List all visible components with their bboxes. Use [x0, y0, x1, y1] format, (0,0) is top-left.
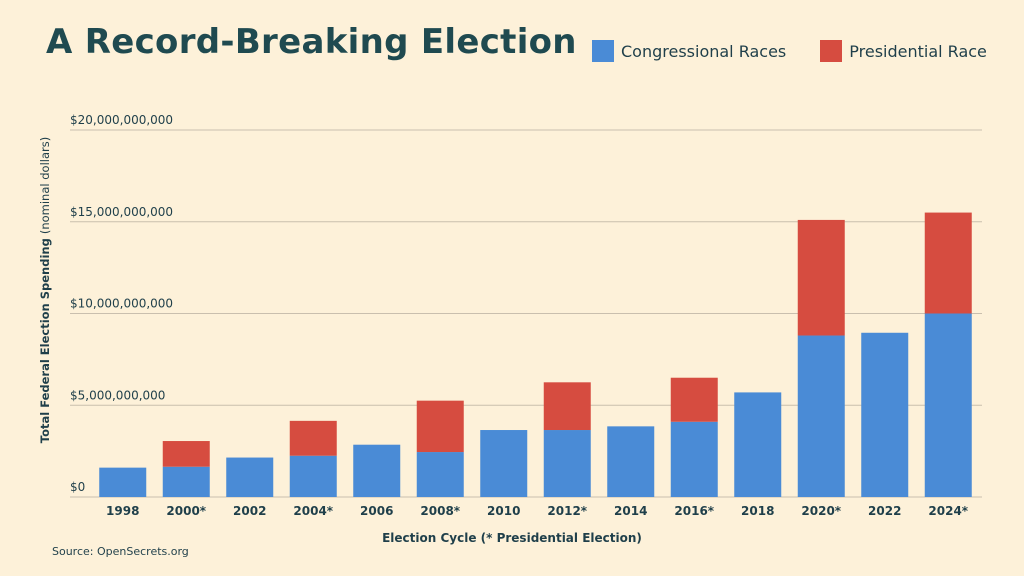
y-tick-label: $15,000,000,000 [70, 205, 173, 219]
bar-congressional [226, 457, 274, 497]
bar-presidential [543, 382, 591, 431]
bar-congressional [734, 392, 782, 497]
x-tick-label: 2000* [166, 504, 206, 518]
bar-congressional [416, 452, 464, 497]
bar-presidential [289, 420, 337, 456]
bar-presidential [162, 441, 210, 467]
bar-congressional [353, 444, 401, 497]
x-tick-label: 2018 [741, 504, 774, 518]
bar-presidential [924, 212, 972, 314]
y-tick-label: $20,000,000,000 [70, 113, 173, 127]
x-tick-label: 2022 [868, 504, 901, 518]
x-tick-label: 2024* [928, 504, 968, 518]
x-tick-label: 2008* [420, 504, 460, 518]
y-tick-label: $0 [70, 480, 85, 494]
x-tick-label: 2006 [360, 504, 393, 518]
y-tick-label: $10,000,000,000 [70, 297, 173, 311]
y-axis-label-unit: (nominal dollars) [38, 137, 52, 234]
x-tick-label: 2020* [801, 504, 841, 518]
x-tick-label: 2002 [233, 504, 266, 518]
bar-congressional [162, 466, 210, 497]
legend-swatch-presidential [820, 40, 843, 62]
chart-title: A Record-Breaking Election [46, 22, 577, 62]
legend-swatch-congressional [592, 40, 614, 62]
legend-label-congressional: Congressional Races [621, 41, 787, 61]
x-tick-label: 1998 [106, 504, 139, 518]
bar-congressional [797, 335, 845, 497]
bar-congressional [607, 426, 655, 497]
bar-congressional [480, 430, 528, 497]
x-axis-label: Election Cycle (* Presidential Election) [382, 531, 642, 545]
source-note: Source: OpenSecrets.org [52, 545, 189, 558]
x-tick-label: 2012* [547, 504, 587, 518]
bar-presidential [670, 377, 718, 422]
x-tick-label: 2010 [487, 504, 520, 518]
legend: Congressional Races Presidential Race [592, 40, 1021, 62]
y-axis-label-main: Total Federal Election Spending [38, 234, 52, 443]
bar-congressional [861, 332, 909, 497]
bar-congressional [924, 313, 972, 497]
bar-congressional [99, 467, 147, 497]
y-axis-label: Total Federal Election Spending (nominal… [38, 137, 52, 443]
x-tick-label: 2016* [674, 504, 714, 518]
legend-label-presidential: Presidential Race [849, 41, 987, 61]
bar-presidential [797, 219, 845, 336]
y-tick-label: $5,000,000,000 [70, 388, 165, 402]
bar-presidential [416, 400, 464, 453]
bar-congressional [670, 421, 718, 497]
legend-item-presidential: Presidential Race [820, 40, 987, 62]
legend-item-congressional: Congressional Races [592, 40, 786, 62]
x-tick-label: 2004* [293, 504, 333, 518]
x-tick-label: 2014 [614, 504, 647, 518]
bar-congressional [543, 430, 591, 497]
bar-congressional [289, 455, 337, 497]
